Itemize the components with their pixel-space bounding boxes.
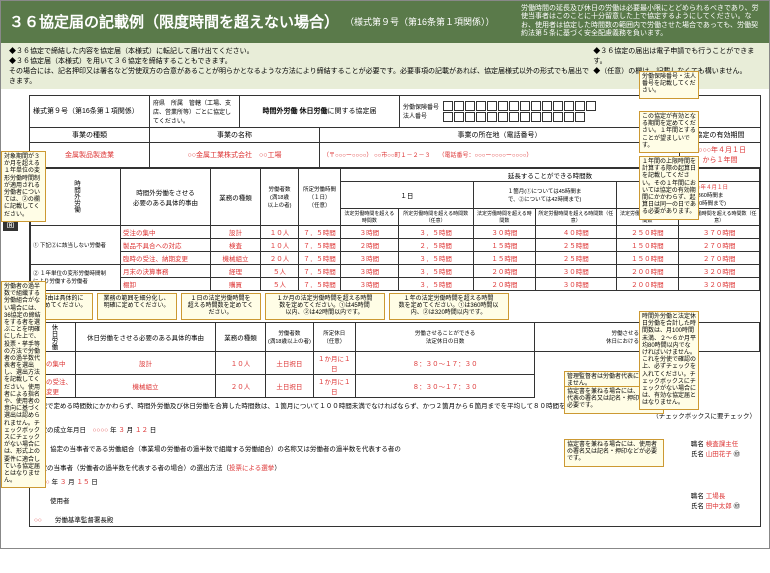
- ins-boxes-1: [443, 101, 596, 111]
- th-i1: 法定労働時間を超える時間数: [341, 208, 399, 225]
- emp-row: 使用者 職名 工場長氏名 田中太郎 ㊞: [30, 488, 760, 512]
- ht-days: 労働させることができる 法定休日の日数: [355, 323, 535, 352]
- th-day: １日: [341, 181, 474, 208]
- header: ３６協定届の記載例（限度時間を超えない場合） （様式第９号（第16条第１項関係）…: [1, 1, 769, 43]
- biz-type: 金属製品製造業: [30, 143, 150, 167]
- th-count: 労働者数 (満18歳 以上の者): [261, 168, 299, 225]
- note-d: １か月の法定労働時間を超える時間 数を定めてください。①は45時間 以内、②は4…: [265, 293, 385, 321]
- th-type: 事業の種類: [30, 128, 150, 142]
- date1-row: 協定の成立年月日 ○○○○ 年 ３ 月 １２ 日: [30, 422, 760, 436]
- th-j2: 所定労働時間を超える時間数（任意）: [536, 208, 616, 225]
- biz-name: ○○金属工業株式会社 ○○工場: [150, 143, 320, 167]
- sb-r1: ◆３６協定の届出は電子申請でも行うことができます。: [593, 46, 761, 66]
- header-note: 労働時間の延長及び休日の労働は必要最小限にとどめられるべきであり、労使当事者はこ…: [521, 5, 761, 39]
- office-row: ○○ 労働基準監督署長殿: [30, 512, 760, 526]
- sb-l3: その場合には、記名押印又は署名など労使双方の合意があることが明らかとなるような方…: [9, 66, 593, 86]
- ins-boxes-2: [443, 112, 596, 122]
- ht-type: 業務の種類: [216, 323, 266, 352]
- form-id: 様式第９号（第16条第１項関係）: [30, 96, 150, 127]
- ht-std: 所定休日 （任意）: [313, 323, 355, 352]
- ht-reason: 休日労働をさせる必要のある具体的事由: [76, 323, 216, 352]
- th-i2: 法定労働時間を超える時間数: [473, 208, 535, 225]
- notice-title: 時間外労働 休日労働に関する協定届: [240, 96, 400, 127]
- sb-l1: ◆３６協定で締結した内容を協定届（本様式）に転記して届け出てください。: [9, 46, 593, 56]
- th-reason: 時間外労働をさせる 必要のある具体的事由: [121, 168, 211, 225]
- ins-loc: 府県 所属 管轄（工場、支店、営業所等）ごとに協定してください。: [150, 96, 240, 127]
- th-month: １箇月(①については45時間ま で、②については42時間まで): [473, 181, 616, 208]
- th-name: 事業の名称: [150, 128, 320, 142]
- ins-num: 労働保険番号法人番号: [400, 96, 760, 127]
- th-std: 所定労働時間 （１日） （任意）: [299, 168, 341, 225]
- title: ３６協定届の記載例（限度時間を超えない場合）: [9, 11, 339, 32]
- note-e: １年の法定労働時間を超える時間 数を定めてください。①は360時間以 内、②は3…: [389, 293, 509, 321]
- th-addr: 事業の所在地（電話番号）: [320, 128, 680, 142]
- biz-addr: （〒○○○ー○○○○） ○○市○○町１－２－３（電話番号：○○○ー○○○○ー○○…: [320, 143, 680, 167]
- th-j1: 所定労働時間を超える時間数（任意）: [398, 208, 473, 225]
- th-type2: 業務の種類: [211, 168, 261, 225]
- note-c: １日の法定労働時間を 超える時間数を定めてく ださい。: [181, 293, 261, 321]
- note-b: 業務の範囲を細分化し、 明確に定めてください。: [97, 293, 177, 321]
- ht-count: 労働者数 (満18歳以上の者): [266, 323, 314, 352]
- sb-l2: ◆３６協定届（本様式）を用いて３６協定を締結することもできます。: [9, 56, 593, 66]
- date2-row: ○○○○ 年 ３ 月 １５ 日: [30, 474, 760, 488]
- subtitle: （様式第９号（第16条第１項関係））: [345, 15, 495, 28]
